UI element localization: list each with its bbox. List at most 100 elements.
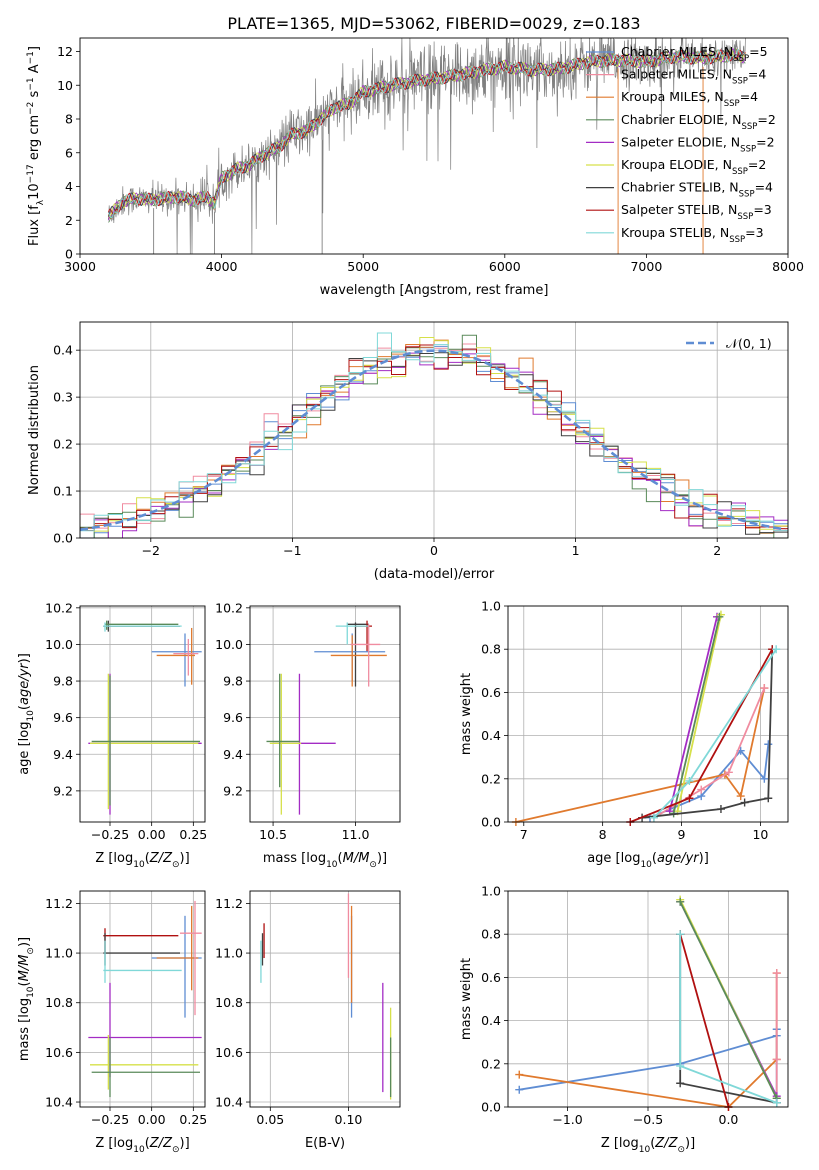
legend-suffix: =3 — [745, 225, 763, 240]
legend-suffix: =4 — [740, 89, 758, 104]
y-tick-label: 11.0 — [45, 946, 73, 961]
y-tick-label: 10.0 — [215, 637, 243, 652]
error-bar-point — [103, 940, 182, 983]
x-tick-label: 1 — [572, 543, 580, 558]
error-bar-point — [103, 928, 179, 954]
mass-weight-marker — [676, 897, 685, 906]
label-part: −17 — [26, 164, 36, 183]
x-tick-label: 4000 — [206, 259, 238, 274]
y-tick-label: 2 — [65, 213, 73, 228]
label-part: ⊙ — [172, 860, 180, 870]
y-tick-label: 0.0 — [481, 815, 501, 830]
label-part: ( — [338, 851, 343, 866]
mass-weight-marker — [515, 1070, 524, 1079]
y-tick-label: 0.8 — [481, 927, 501, 942]
mass-weight-series — [676, 897, 781, 1103]
x-tick-label: 7000 — [630, 259, 662, 274]
axes-age_vs_Z: −0.25 0.00 0.259.29.49.69.810.010.2Z [log1… — [17, 600, 207, 870]
error-bar-point — [105, 620, 179, 630]
label-part: ⊙ — [26, 947, 36, 955]
x-tick-label: 0.25 — [179, 1112, 207, 1127]
y-axis-label: mass weight — [459, 673, 474, 755]
legend-suffix: =2 — [748, 157, 766, 172]
label-part: ] — [27, 46, 42, 51]
x-tick-label: −0.25 — [91, 827, 129, 842]
data-spectrum-line — [107, 38, 746, 254]
label-part: −1 — [26, 51, 36, 64]
label-part: 10 — [326, 860, 338, 870]
x-tick-label: 10 — [752, 827, 768, 842]
label-part: M/M — [343, 851, 370, 866]
mass-weight-line — [676, 614, 722, 812]
label-part: E(B-V) — [305, 1136, 345, 1151]
x-axis-label: wavelength [Angstrom, rest frame] — [320, 283, 549, 298]
label-part: Z/Z — [654, 1136, 678, 1151]
label-part: ⊙ — [369, 860, 377, 870]
y-tick-label: 0.6 — [481, 685, 501, 700]
y-tick-label: 9.6 — [223, 710, 243, 725]
error-bar-point — [347, 622, 369, 687]
axes-frame — [507, 890, 789, 1108]
y-axis-label: mass [log10(M/M⊙)] — [17, 937, 36, 1061]
label-part: ( — [145, 851, 150, 866]
mass-weight-marker — [685, 794, 694, 803]
y-tick-label: 0.3 — [53, 390, 73, 405]
y-tick-label: 4 — [65, 179, 73, 194]
x-tick-label: 10.5 — [259, 827, 287, 842]
mass-weight-marker — [764, 794, 773, 803]
error-bar-point — [90, 1035, 199, 1090]
mass-weight-marker — [649, 813, 658, 822]
mass-weight-marker — [676, 1079, 685, 1088]
legend-text: Salpeter STELIB, N — [621, 202, 737, 217]
label-part: −1 — [26, 77, 36, 90]
y-axis-label: Normed distribution — [27, 365, 42, 495]
label-part: −2 — [26, 102, 36, 115]
residual-histogram-line — [80, 332, 788, 538]
legend-text: Chabrier MILES, N — [621, 44, 733, 59]
mass-weight-series — [511, 684, 769, 826]
label-part: 10 — [133, 1145, 145, 1155]
x-tick-label: 6000 — [489, 259, 521, 274]
legend-text: Kroupa ELODIE, N — [621, 157, 732, 172]
x-tick-label: 0.10 — [335, 1112, 363, 1127]
label-part: ⊙ — [172, 1145, 180, 1155]
x-axis-label: Z [log10(Z/Z⊙)] — [601, 1136, 695, 1155]
mass-weight-marker — [772, 645, 781, 654]
legend-sub: SSP — [737, 212, 753, 222]
axes-residuals: −2 −1 0 1 2 0.0 0.1 0.2 0.3 0.4 (data-model)/error… — [27, 321, 789, 582]
axes-frame — [249, 605, 401, 823]
y-tick-label: 10.2 — [45, 600, 73, 615]
label-part: )] — [17, 937, 32, 947]
legend-text: Chabrier ELODIE, N — [621, 112, 741, 127]
y-tick-label: 6 — [65, 145, 73, 160]
label-part: Flux [f — [27, 205, 42, 246]
label-part: M/M — [17, 955, 32, 982]
figure-title: PLATE=1365, MJD=53062, FIBERID=0029, z=0… — [227, 14, 640, 33]
axes-frame — [507, 605, 789, 823]
y-tick-label: 10.0 — [45, 637, 73, 652]
mass-weight-line — [668, 616, 718, 812]
y-tick-label: 9.6 — [53, 710, 73, 725]
legend-label: 𝒩(0, 1) — [726, 336, 772, 351]
legend-label: Kroupa STELIB, NSSP=3 — [621, 225, 764, 245]
legend-text: Salpeter ELODIE, N — [621, 134, 740, 149]
legend-label: Salpeter MILES, NSSP=4 — [621, 67, 766, 87]
x-tick-label: 0 — [430, 543, 438, 558]
mass-weight-marker — [716, 805, 725, 814]
label-part: )] — [180, 851, 190, 866]
legend-label: Salpeter ELODIE, NSSP=2 — [621, 134, 775, 154]
mass-weight-series — [649, 645, 781, 822]
y-tick-label: 9.8 — [53, 674, 73, 689]
error-bar-point — [156, 627, 195, 685]
x-tick-label: 11.0 — [342, 827, 370, 842]
normal-curve-line — [79, 349, 786, 532]
error-bar-point — [269, 673, 302, 815]
legend-suffix: =3 — [753, 202, 771, 217]
y-tick-label: 9.2 — [53, 783, 73, 798]
x-tick-label: 8000 — [772, 259, 804, 274]
legend-text: Salpeter MILES, N — [621, 67, 732, 82]
mass-weight-marker — [676, 1061, 685, 1070]
y-tick-label: 10.2 — [215, 600, 243, 615]
